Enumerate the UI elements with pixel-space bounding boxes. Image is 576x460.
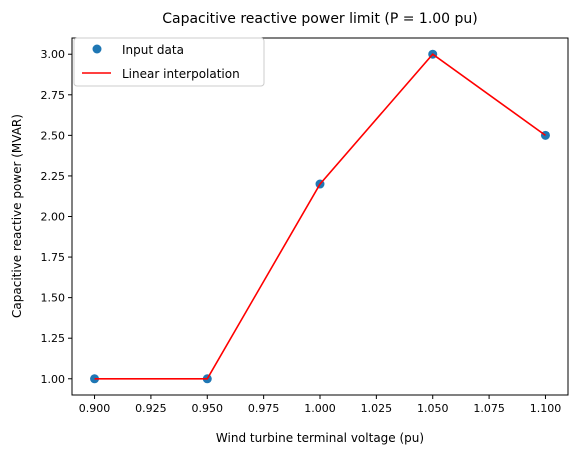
x-tick-label: 1.050 xyxy=(417,402,449,415)
x-tick-label: 0.900 xyxy=(79,402,111,415)
x-tick-label: 0.950 xyxy=(192,402,224,415)
plot-area xyxy=(90,49,550,384)
y-axis-ticks: 1.00 1.25 1.50 1.75 2.00 2.25 2.50 2.75 3.00 xyxy=(41,48,72,386)
legend-label-input-data: Input data xyxy=(122,43,184,57)
y-axis-label: Capacitive reactive power (MVAR) xyxy=(10,114,24,318)
axes-frame xyxy=(71,37,569,396)
legend-marker-input-data xyxy=(92,44,102,54)
y-tick-label: 2.50 xyxy=(41,129,66,142)
x-tick-label: 1.075 xyxy=(473,402,505,415)
y-tick-label: 1.50 xyxy=(41,292,66,305)
y-tick-label: 1.75 xyxy=(41,251,66,264)
x-tick-label: 1.000 xyxy=(304,402,336,415)
y-tick-label: 2.25 xyxy=(41,170,66,183)
y-tick-label: 1.00 xyxy=(41,373,66,386)
legend: Input data Linear interpolation xyxy=(73,37,265,87)
x-tick-label: 0.925 xyxy=(135,402,167,415)
legend-frame xyxy=(73,37,265,87)
chart-title: Capacitive reactive power limit (P = 1.0… xyxy=(162,11,478,27)
x-tick-label: 1.100 xyxy=(530,402,562,415)
y-tick-label: 1.25 xyxy=(41,332,66,345)
x-tick-label: 0.975 xyxy=(248,402,280,415)
y-tick-label: 3.00 xyxy=(41,48,66,61)
y-tick-label: 2.00 xyxy=(41,211,66,224)
x-axis-label: Wind turbine terminal voltage (pu) xyxy=(216,431,424,445)
legend-label-linear-interpolation: Linear interpolation xyxy=(122,67,240,81)
y-tick-label: 2.75 xyxy=(41,89,66,102)
x-axis-ticks: 0.900 0.925 0.950 0.975 1.000 1.025 1.050 1.075… xyxy=(79,395,561,415)
x-tick-label: 1.025 xyxy=(361,402,393,415)
series-line-linear-interpolation xyxy=(94,53,546,380)
